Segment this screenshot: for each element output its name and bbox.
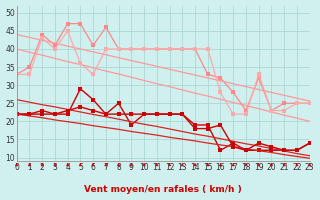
X-axis label: Vent moyen/en rafales ( km/h ): Vent moyen/en rafales ( km/h ) [84, 185, 242, 194]
